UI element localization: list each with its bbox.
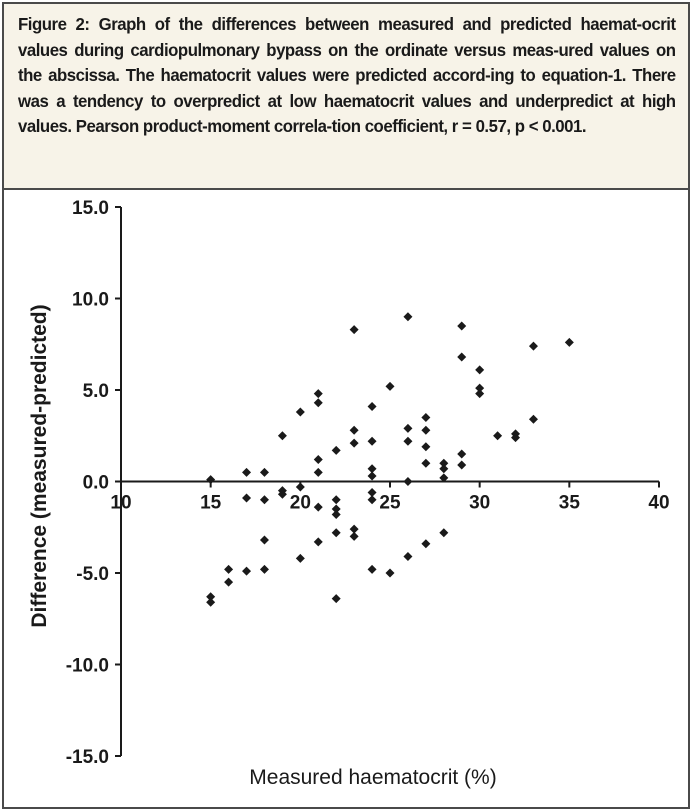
x-tick-label: 35	[559, 493, 581, 514]
y-tick-label: 0.0	[83, 473, 109, 494]
x-tick-label: 10	[110, 493, 131, 514]
data-point	[421, 458, 431, 468]
data-point	[511, 433, 521, 443]
y-tick-label: -15.0	[66, 747, 109, 768]
data-point	[421, 412, 431, 422]
data-point	[564, 337, 574, 347]
data-point	[242, 566, 252, 576]
data-point	[528, 341, 538, 351]
data-point	[385, 381, 395, 391]
data-point	[457, 460, 467, 470]
data-point	[259, 564, 269, 574]
y-tick-label: -5.0	[76, 564, 109, 585]
data-point	[403, 552, 413, 562]
data-points	[206, 312, 574, 607]
data-point	[349, 524, 359, 534]
data-point	[259, 495, 269, 505]
data-point	[242, 493, 252, 503]
x-tick-label: 25	[379, 493, 401, 514]
data-point	[295, 553, 305, 563]
data-point	[367, 436, 377, 446]
y-tick-label: 15.0	[72, 198, 109, 219]
axes: 15.0 10.0 5.0 0.0 -5.0 -10.0 -15.0 10 15 20 25 30 35…	[66, 198, 670, 768]
data-point	[331, 509, 341, 519]
data-point	[331, 495, 341, 505]
data-point	[313, 502, 323, 512]
data-point	[403, 312, 413, 322]
data-point	[457, 352, 467, 362]
x-tick-label: 15	[200, 493, 222, 514]
chart-area: Difference (measured-predicted) Measured…	[4, 192, 688, 807]
data-point	[403, 423, 413, 433]
y-tick-label: 10.0	[72, 290, 109, 311]
data-point	[421, 425, 431, 435]
y-tick-label: -10.0	[66, 656, 109, 677]
data-point	[475, 365, 485, 375]
data-point	[421, 442, 431, 452]
data-point	[295, 482, 305, 492]
x-axis-label: Measured haematocrit (%)	[249, 766, 496, 789]
data-point	[224, 577, 234, 587]
data-point	[242, 467, 252, 477]
figure-caption: Figure 2: Graph of the differences betwe…	[18, 14, 676, 136]
data-point	[331, 445, 341, 455]
data-point	[349, 531, 359, 541]
scatter-chart: Difference (measured-predicted) Measured…	[28, 198, 670, 789]
x-tick-label: 20	[290, 493, 311, 514]
data-point	[331, 594, 341, 604]
data-point	[367, 564, 377, 574]
data-point	[421, 539, 431, 549]
caption-box: Figure 2: Graph of the differences betwe…	[4, 4, 688, 190]
data-point	[349, 425, 359, 435]
data-point	[259, 467, 269, 477]
data-point	[295, 407, 305, 417]
data-point	[493, 431, 503, 441]
data-point	[367, 464, 377, 474]
data-point	[439, 458, 449, 468]
data-point	[224, 564, 234, 574]
data-point	[367, 471, 377, 481]
data-point	[313, 455, 323, 465]
data-point	[206, 475, 216, 485]
data-point	[439, 528, 449, 538]
x-tick-label: 30	[469, 493, 490, 514]
y-axis-label: Difference (measured-predicted)	[28, 304, 51, 627]
data-point	[403, 477, 413, 486]
data-point	[206, 592, 216, 602]
data-point	[475, 389, 485, 399]
data-point	[331, 528, 341, 538]
data-point	[439, 473, 449, 483]
data-point	[367, 495, 377, 505]
data-point	[367, 487, 377, 497]
data-point	[259, 535, 269, 545]
data-point	[277, 489, 287, 499]
y-tick-label: 5.0	[83, 381, 109, 402]
data-point	[457, 449, 467, 459]
data-point	[385, 568, 395, 578]
data-point	[475, 383, 485, 393]
data-point	[206, 597, 216, 607]
data-point	[313, 389, 323, 399]
data-point	[349, 325, 359, 335]
data-point	[457, 321, 467, 331]
data-point	[313, 537, 323, 547]
data-point	[439, 464, 449, 474]
data-point	[277, 431, 287, 441]
data-point	[367, 401, 377, 411]
data-point	[313, 398, 323, 408]
x-tick-label: 40	[648, 493, 669, 514]
data-point	[528, 414, 538, 424]
data-point	[313, 467, 323, 477]
data-point	[331, 504, 341, 514]
data-point	[349, 438, 359, 448]
data-point	[403, 436, 413, 446]
